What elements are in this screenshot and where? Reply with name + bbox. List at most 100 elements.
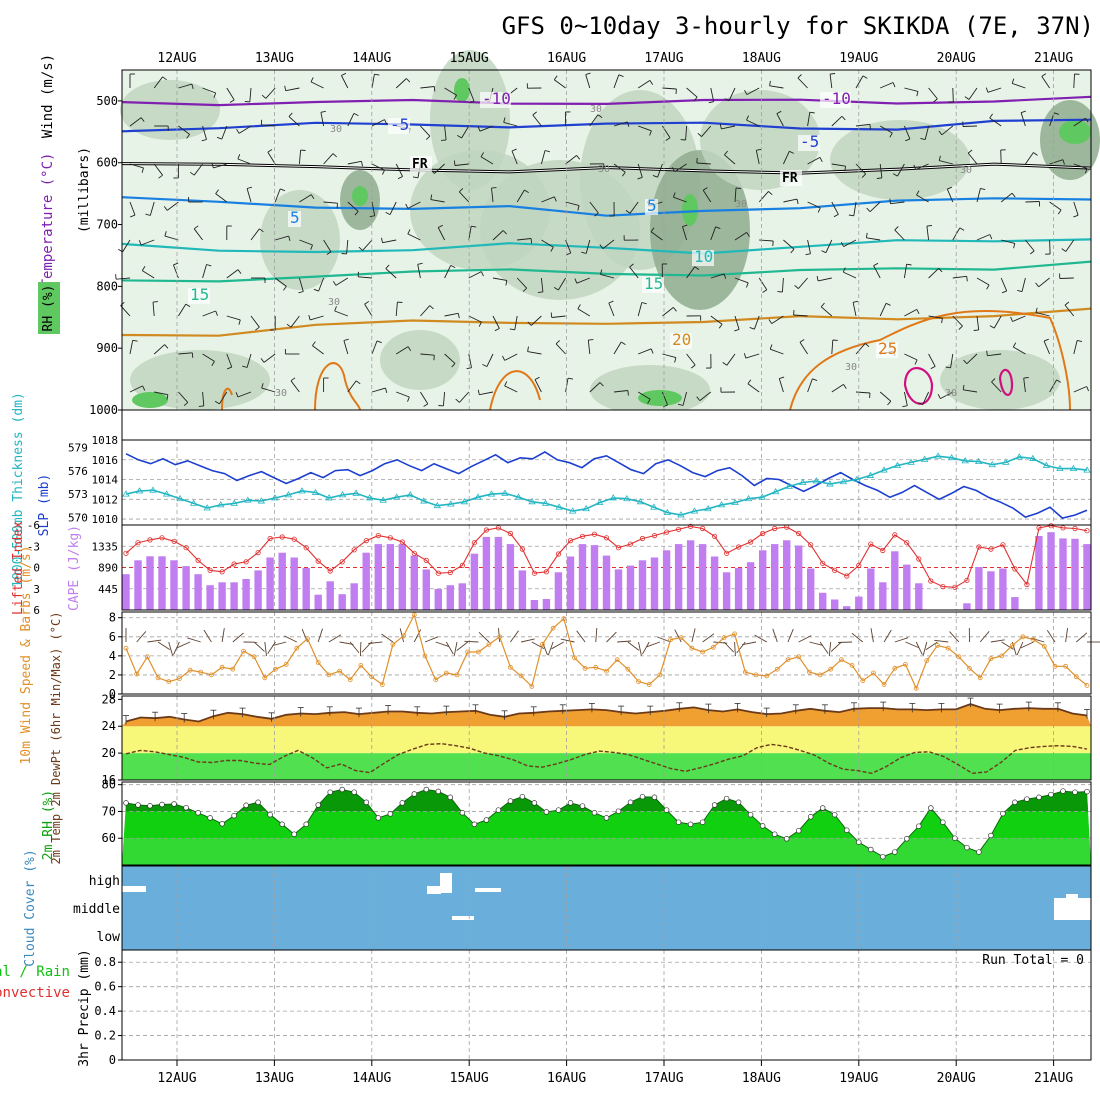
upper-wind-barb (1012, 82, 1026, 89)
upper-wind-barb-flag (115, 274, 117, 280)
upper-wind-barb (585, 239, 591, 254)
upper-wind-barb-flag (1030, 250, 1035, 255)
upper-wind-barb-flag (457, 135, 462, 139)
lifted-index-marker (507, 530, 513, 537)
surface-wind-barb (232, 632, 244, 643)
rh-marker (279, 821, 285, 828)
upper-wind-barb (629, 201, 639, 214)
upper-wind-barb-flag (597, 114, 603, 118)
wind-speed-marker (155, 675, 161, 681)
upper-wind-barb (589, 201, 599, 214)
wind-speed-marker (465, 649, 471, 655)
thickness-marker (650, 503, 658, 510)
upper-wind-barb (778, 378, 784, 393)
upper-wind-barb (152, 302, 155, 317)
upper-wind-barb (178, 303, 187, 317)
rh-marker (567, 800, 574, 806)
upper-wind-barb (468, 87, 475, 102)
rh-moist-region (132, 392, 168, 408)
li-tick-label: 3 (33, 583, 40, 596)
rh-marker (207, 815, 213, 821)
upper-wind-barb-flag (986, 284, 990, 290)
upper-wind-barb (755, 150, 760, 165)
wind-speed-marker (1063, 663, 1068, 669)
upper-wind-barb (532, 114, 542, 127)
upper-wind-barb-flag (166, 394, 169, 400)
upper-wind-barb (434, 163, 445, 174)
upper-wind-barb-flag (242, 365, 248, 368)
upper-wind-barb (290, 380, 300, 393)
upper-wind-barb-flag (430, 194, 433, 200)
lifted-index-marker (699, 525, 706, 532)
lifted-index-marker (243, 559, 249, 565)
upper-wind-barb-flag (585, 72, 591, 76)
wind-speed-marker (411, 612, 417, 618)
isotherm-30-contour (903, 367, 934, 405)
lifted-index-marker (303, 545, 309, 551)
upper-wind-barb (831, 339, 834, 355)
surface-wind-barb (1076, 632, 1088, 643)
rh-contour-label: 30 (330, 124, 342, 135)
upper-wind-barb-flag (229, 99, 235, 103)
upper-wind-barb-flag (650, 227, 655, 233)
upper-wind-barb (661, 391, 669, 406)
wind-speed-marker (283, 662, 289, 667)
thickness-marker (379, 496, 387, 503)
lifted-index-marker (351, 547, 357, 553)
upper-wind-barb-flag (665, 137, 671, 141)
upper-wind-barb (807, 157, 821, 165)
upper-wind-barb-flag (491, 187, 497, 189)
upper-wind-barb (879, 303, 887, 317)
wind-speed-marker (262, 675, 268, 681)
upper-wind-barb-flag (790, 248, 795, 254)
thickness-marker (514, 493, 523, 500)
upper-wind-barb-flag (789, 150, 794, 154)
rh-marker (759, 823, 766, 829)
surface-wind-barb (657, 636, 671, 643)
upper-wind-barb-flag (537, 291, 543, 293)
x-tick-label-bottom: 18AUG (742, 1071, 781, 1086)
thickness-marker (731, 498, 739, 505)
upper-wind-barb-flag (649, 130, 652, 136)
cape-bar (194, 574, 202, 610)
upper-wind-barb (682, 226, 688, 241)
upper-wind-barb-flag (532, 111, 537, 116)
upper-wind-barb (129, 163, 144, 169)
thickness-marker (839, 477, 848, 485)
upper-wind-barb-flag (502, 355, 506, 361)
surface-wind-barb (830, 641, 842, 652)
cape-bar (242, 579, 250, 610)
lifted-index-marker (471, 540, 477, 546)
run-total-label: Run Total = 0 (982, 953, 1084, 968)
upper-wind-barb-flag (647, 398, 651, 404)
upper-wind-barb (807, 239, 811, 254)
rh-marker (844, 827, 850, 833)
upper-wind-barb-flag (164, 344, 169, 349)
lifted-index-marker (183, 545, 189, 551)
cape-bar (662, 550, 671, 610)
rh-marker (735, 799, 742, 806)
upper-wind-barb-flag (715, 226, 721, 230)
cape-bar (807, 568, 815, 610)
upper-wind-barb (371, 163, 385, 171)
upper-wind-barb (540, 277, 544, 292)
cloud-axis-label: Cloud Cover (%) (23, 849, 38, 966)
surface-wind-barb (674, 629, 682, 643)
lifted-index-marker (1072, 525, 1078, 532)
thickness-marker (636, 498, 645, 505)
upper-wind-barb (504, 385, 518, 393)
upper-wind-barb (540, 150, 546, 165)
upper-wind-barb (444, 353, 456, 364)
upper-wind-barb-flag (312, 341, 316, 346)
upper-wind-barb (142, 270, 155, 279)
thickness-tick-label: 576 (68, 465, 88, 478)
cape-bar (170, 560, 178, 610)
rh-shade-region (590, 365, 710, 415)
wind-speed-marker (839, 657, 844, 663)
upper-wind-barb-flag (843, 384, 847, 389)
rh-marker (495, 807, 502, 813)
precip-tick-label: 0 (109, 1053, 116, 1067)
wind-speed-marker (347, 677, 353, 683)
precip-tick-label: 0.2 (94, 1029, 116, 1043)
lifted-index-marker (1060, 525, 1066, 531)
